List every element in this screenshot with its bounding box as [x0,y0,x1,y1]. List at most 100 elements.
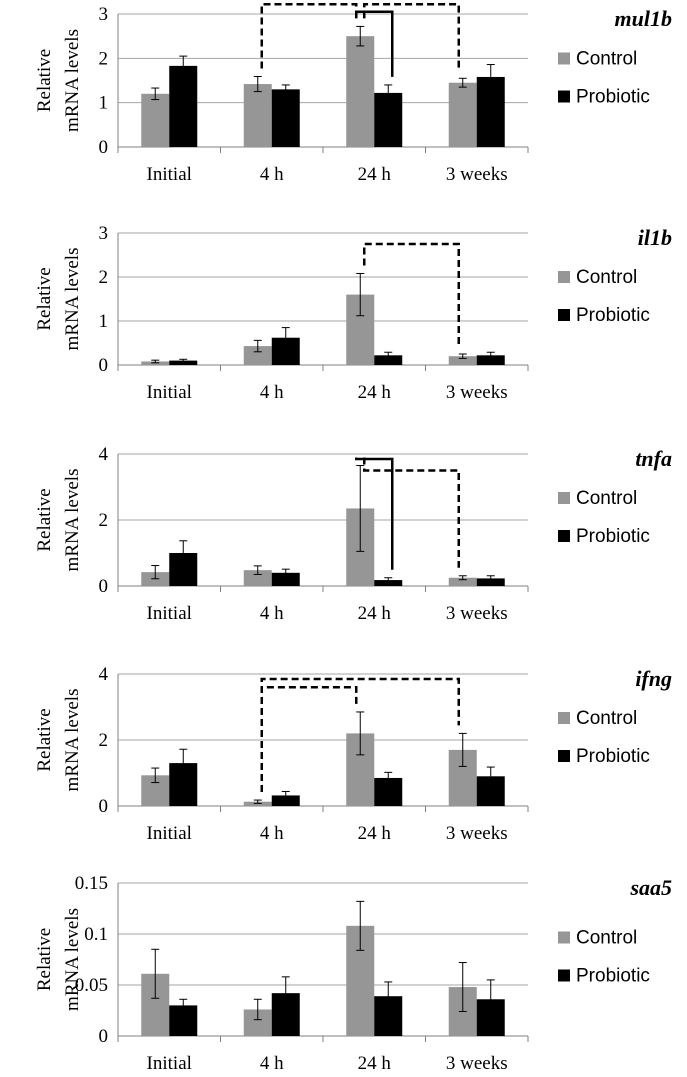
bar-control [243,84,272,147]
category-label: 24 h [358,1053,392,1074]
chart-panel-tnfa: 0 2 4 Initial 4 h 24 h 3 weeks tnfa Relative mRNA… [34,444,672,624]
category-label: 3 weeks [446,382,508,403]
legend-label-control: Control [576,488,637,509]
chart-title: mul1b [615,6,672,31]
y-tick-label: 0 [99,355,109,376]
significance-bracket [355,457,394,570]
bar-probiotic [374,92,403,147]
legend-swatch-control [558,931,570,944]
y-axis-label: mRNA levels [62,248,83,351]
chart-title: il1b [638,225,672,250]
bar-probiotic [271,795,300,806]
category-label: 24 h [358,603,392,624]
bar-probiotic [169,65,198,147]
chart-title: saa5 [629,875,672,900]
category-label: 3 weeks [446,823,508,844]
y-tick-label: 2 [99,48,109,69]
category-label: 24 h [358,382,392,403]
chart-title: tnfa [635,446,672,471]
bar-probiotic [476,355,505,365]
category-label: 3 weeks [446,603,508,624]
legend-swatch-probiotic [558,969,570,982]
y-tick-label: 1 [99,311,109,332]
y-tick-label: 0 [99,137,109,158]
bar-probiotic [271,89,300,147]
category-label: Initial [147,382,192,403]
y-axis-label: Relative [34,928,55,991]
category-label: 24 h [358,823,392,844]
legend-label-probiotic: Probiotic [576,966,650,987]
y-tick-label: 0 [99,1026,109,1047]
y-tick-label: 3 [99,223,109,244]
y-tick-label: 4 [99,664,109,685]
y-axis-label: mRNA levels [62,469,83,572]
legend-label-probiotic: Probiotic [576,87,650,108]
category-label: Initial [147,603,192,624]
significance-bracket [363,242,460,346]
category-label: 24 h [358,164,392,185]
y-tick-label: 4 [99,444,109,465]
y-tick-label: 0 [99,796,109,817]
bar-probiotic [374,355,403,365]
chart-panel-mul1b: 0 1 2 3 Initial 4 h 24 h 3 weeks mul1b Relative mR… [34,2,672,185]
y-tick-label: 2 [99,730,109,751]
significance-bracket [355,10,394,77]
category-label: Initial [147,1053,192,1074]
y-axis-label: mRNA levels [62,689,83,792]
chart-panel-saa5: 0 0.05 0.1 0.15 Initial 4 h 24 h 3 weeks saa5 Rel… [34,873,672,1074]
legend-swatch-probiotic [558,750,570,762]
y-tick-label: 2 [99,267,109,288]
y-tick-label: 0.15 [75,873,108,894]
category-label: 4 h [260,603,284,624]
y-tick-label: 0 [99,576,109,597]
significance-bracket [363,2,460,71]
legend-swatch-control [558,271,570,283]
chart-title: ifng [635,666,672,691]
bar-probiotic [374,580,403,586]
significance-bracket [260,677,460,793]
category-label: 4 h [260,382,284,403]
y-tick-label: 1 [99,93,109,114]
legend-label-control: Control [576,267,637,288]
category-label: 4 h [260,823,284,844]
bar-control [346,36,375,147]
legend-label-control: Control [576,928,637,949]
bar-probiotic [169,360,198,365]
legend-swatch-control [558,712,570,724]
legend-swatch-control [558,492,570,504]
category-label: 3 weeks [446,1053,508,1074]
category-label: 4 h [260,164,284,185]
category-label: Initial [147,164,192,185]
bar-control [448,356,477,365]
category-label: 4 h [260,1053,284,1074]
y-tick-label: 2 [99,510,109,531]
y-axis-label: Relative [34,488,55,551]
chart-panel-il1b: 0 1 2 3 Initial 4 h 24 h 3 weeks il1b Relative mRN… [34,223,672,403]
legend-label-control: Control [576,49,637,70]
bar-probiotic [271,572,300,586]
legend-label-probiotic: Probiotic [576,746,650,767]
chart-panel-ifng: 0 2 4 Initial 4 h 24 h 3 weeks ifng Relative mRNA… [34,664,672,844]
bar-control [448,577,477,586]
y-axis-label: mRNA levels [62,29,83,132]
bar-control [448,82,477,147]
y-axis-label: mRNA levels [62,908,83,1011]
significance-bracket [363,457,460,568]
y-tick-label: 0.05 [75,975,108,996]
bar-probiotic [476,578,505,586]
legend-label-probiotic: Probiotic [576,305,650,326]
legend-swatch-probiotic [558,90,570,103]
legend-label-control: Control [576,708,637,729]
legend-swatch-probiotic [558,530,570,542]
legend-swatch-probiotic [558,309,570,321]
bar-control [243,570,272,586]
y-axis-label: Relative [34,267,55,330]
bar-control [243,346,272,365]
y-axis-label: Relative [34,708,55,771]
y-tick-label: 0.1 [84,924,108,945]
category-label: Initial [147,823,192,844]
legend-swatch-control [558,52,570,65]
category-label: 3 weeks [446,164,508,185]
bar-control [141,93,170,147]
